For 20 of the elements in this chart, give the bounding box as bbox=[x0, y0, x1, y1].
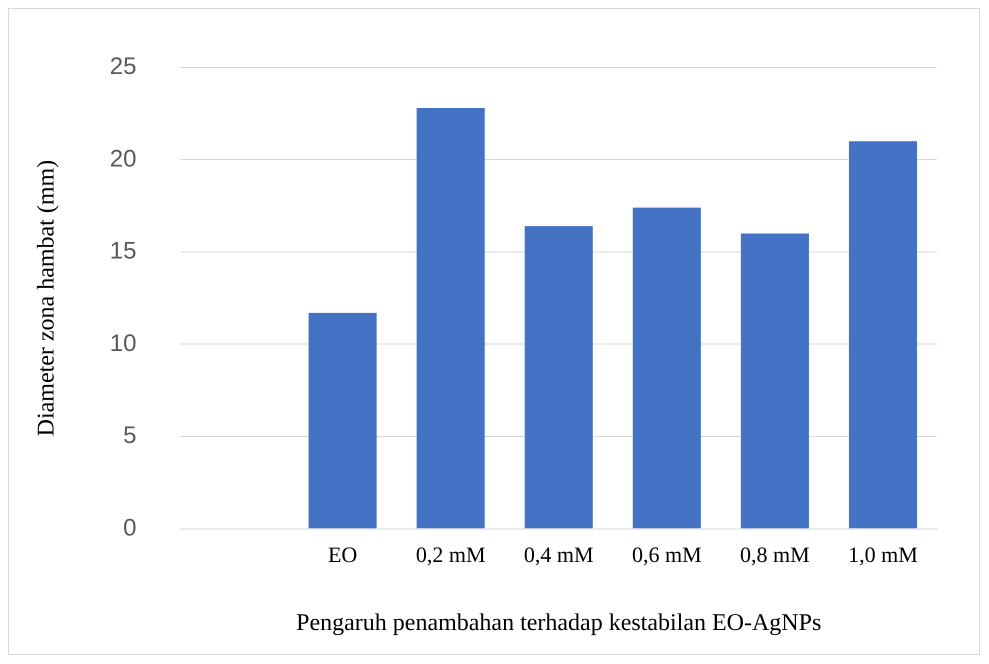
y-tick-label: 20 bbox=[110, 145, 136, 172]
y-tick-label: 15 bbox=[110, 238, 136, 265]
x-tick-label: 0,6 mM bbox=[632, 542, 702, 567]
y-tick-label: 0 bbox=[123, 514, 136, 542]
x-axis-title: Pengaruh penambahan terhadap kestabilan EO-AgNPs bbox=[296, 610, 822, 636]
x-tick-label: 0,2 mM bbox=[416, 542, 486, 567]
bar bbox=[416, 108, 485, 528]
y-tick-label: 10 bbox=[110, 330, 136, 357]
x-tick-label: 1,0 mM bbox=[848, 542, 918, 567]
bar bbox=[308, 312, 377, 528]
y-tick-label: 25 bbox=[110, 53, 136, 80]
x-tick-label: EO bbox=[328, 542, 358, 567]
bar bbox=[632, 208, 701, 528]
y-tick-label: 5 bbox=[123, 422, 136, 450]
bar bbox=[848, 141, 918, 528]
bar bbox=[524, 226, 593, 528]
x-tick-label: 0,4 mM bbox=[524, 542, 594, 567]
x-tick-label: 0,8 mM bbox=[740, 542, 810, 567]
bar bbox=[740, 234, 809, 528]
y-axis-title: Diameter zona hambat (mm) bbox=[34, 160, 60, 436]
